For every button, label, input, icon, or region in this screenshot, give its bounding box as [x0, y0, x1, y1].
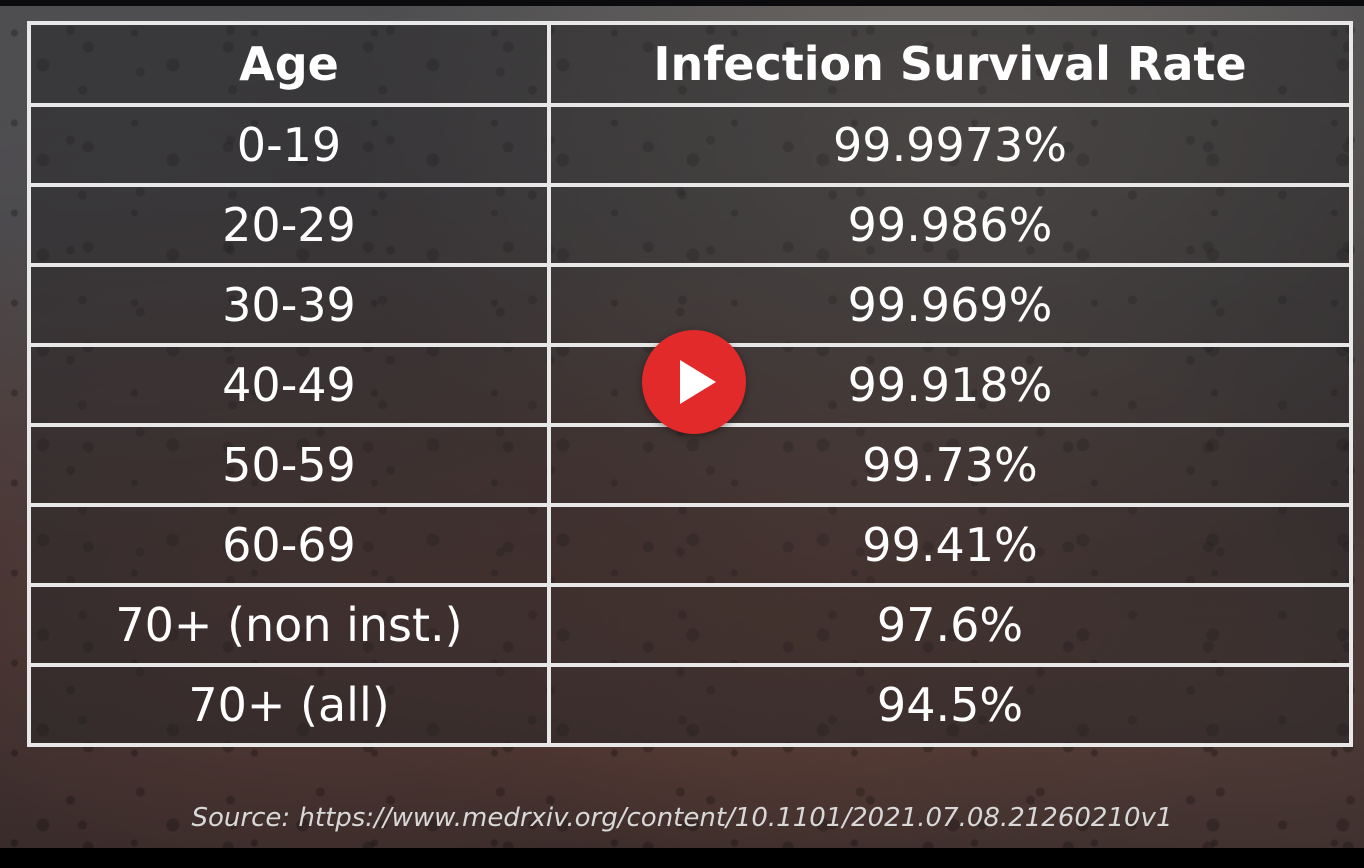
age-cell: 40-49 [27, 343, 551, 427]
rate-cell: 99.9973% [547, 103, 1353, 187]
age-cell: 30-39 [27, 263, 551, 347]
play-button[interactable] [642, 330, 746, 434]
age-cell: 20-29 [27, 183, 551, 267]
table-row: 70+ (non inst.) 97.6% [27, 583, 1353, 667]
header-survival-rate: Infection Survival Rate [547, 21, 1353, 107]
table-row: 0-19 99.9973% [27, 103, 1353, 187]
rate-cell: 97.6% [547, 583, 1353, 667]
age-cell: 70+ (non inst.) [27, 583, 551, 667]
table-row: 70+ (all) 94.5% [27, 663, 1353, 747]
age-cell: 50-59 [27, 423, 551, 507]
rate-cell: 99.41% [547, 503, 1353, 587]
source-citation: Source: https://www.medrxiv.org/content/… [191, 803, 1173, 833]
rate-cell: 94.5% [547, 663, 1353, 747]
table-row: 20-29 99.986% [27, 183, 1353, 267]
table-header-row: Age Infection Survival Rate [27, 21, 1353, 107]
rate-cell: 99.986% [547, 183, 1353, 267]
age-cell: 70+ (all) [27, 663, 551, 747]
header-age: Age [27, 21, 551, 107]
age-cell: 0-19 [27, 103, 551, 187]
rate-cell: 99.969% [547, 263, 1353, 347]
age-cell: 60-69 [27, 503, 551, 587]
rate-cell: 99.73% [547, 423, 1353, 507]
play-icon [680, 360, 716, 404]
player-bottom-bar [0, 848, 1364, 868]
table-row: 60-69 99.41% [27, 503, 1353, 587]
table-row: 50-59 99.73% [27, 423, 1353, 507]
